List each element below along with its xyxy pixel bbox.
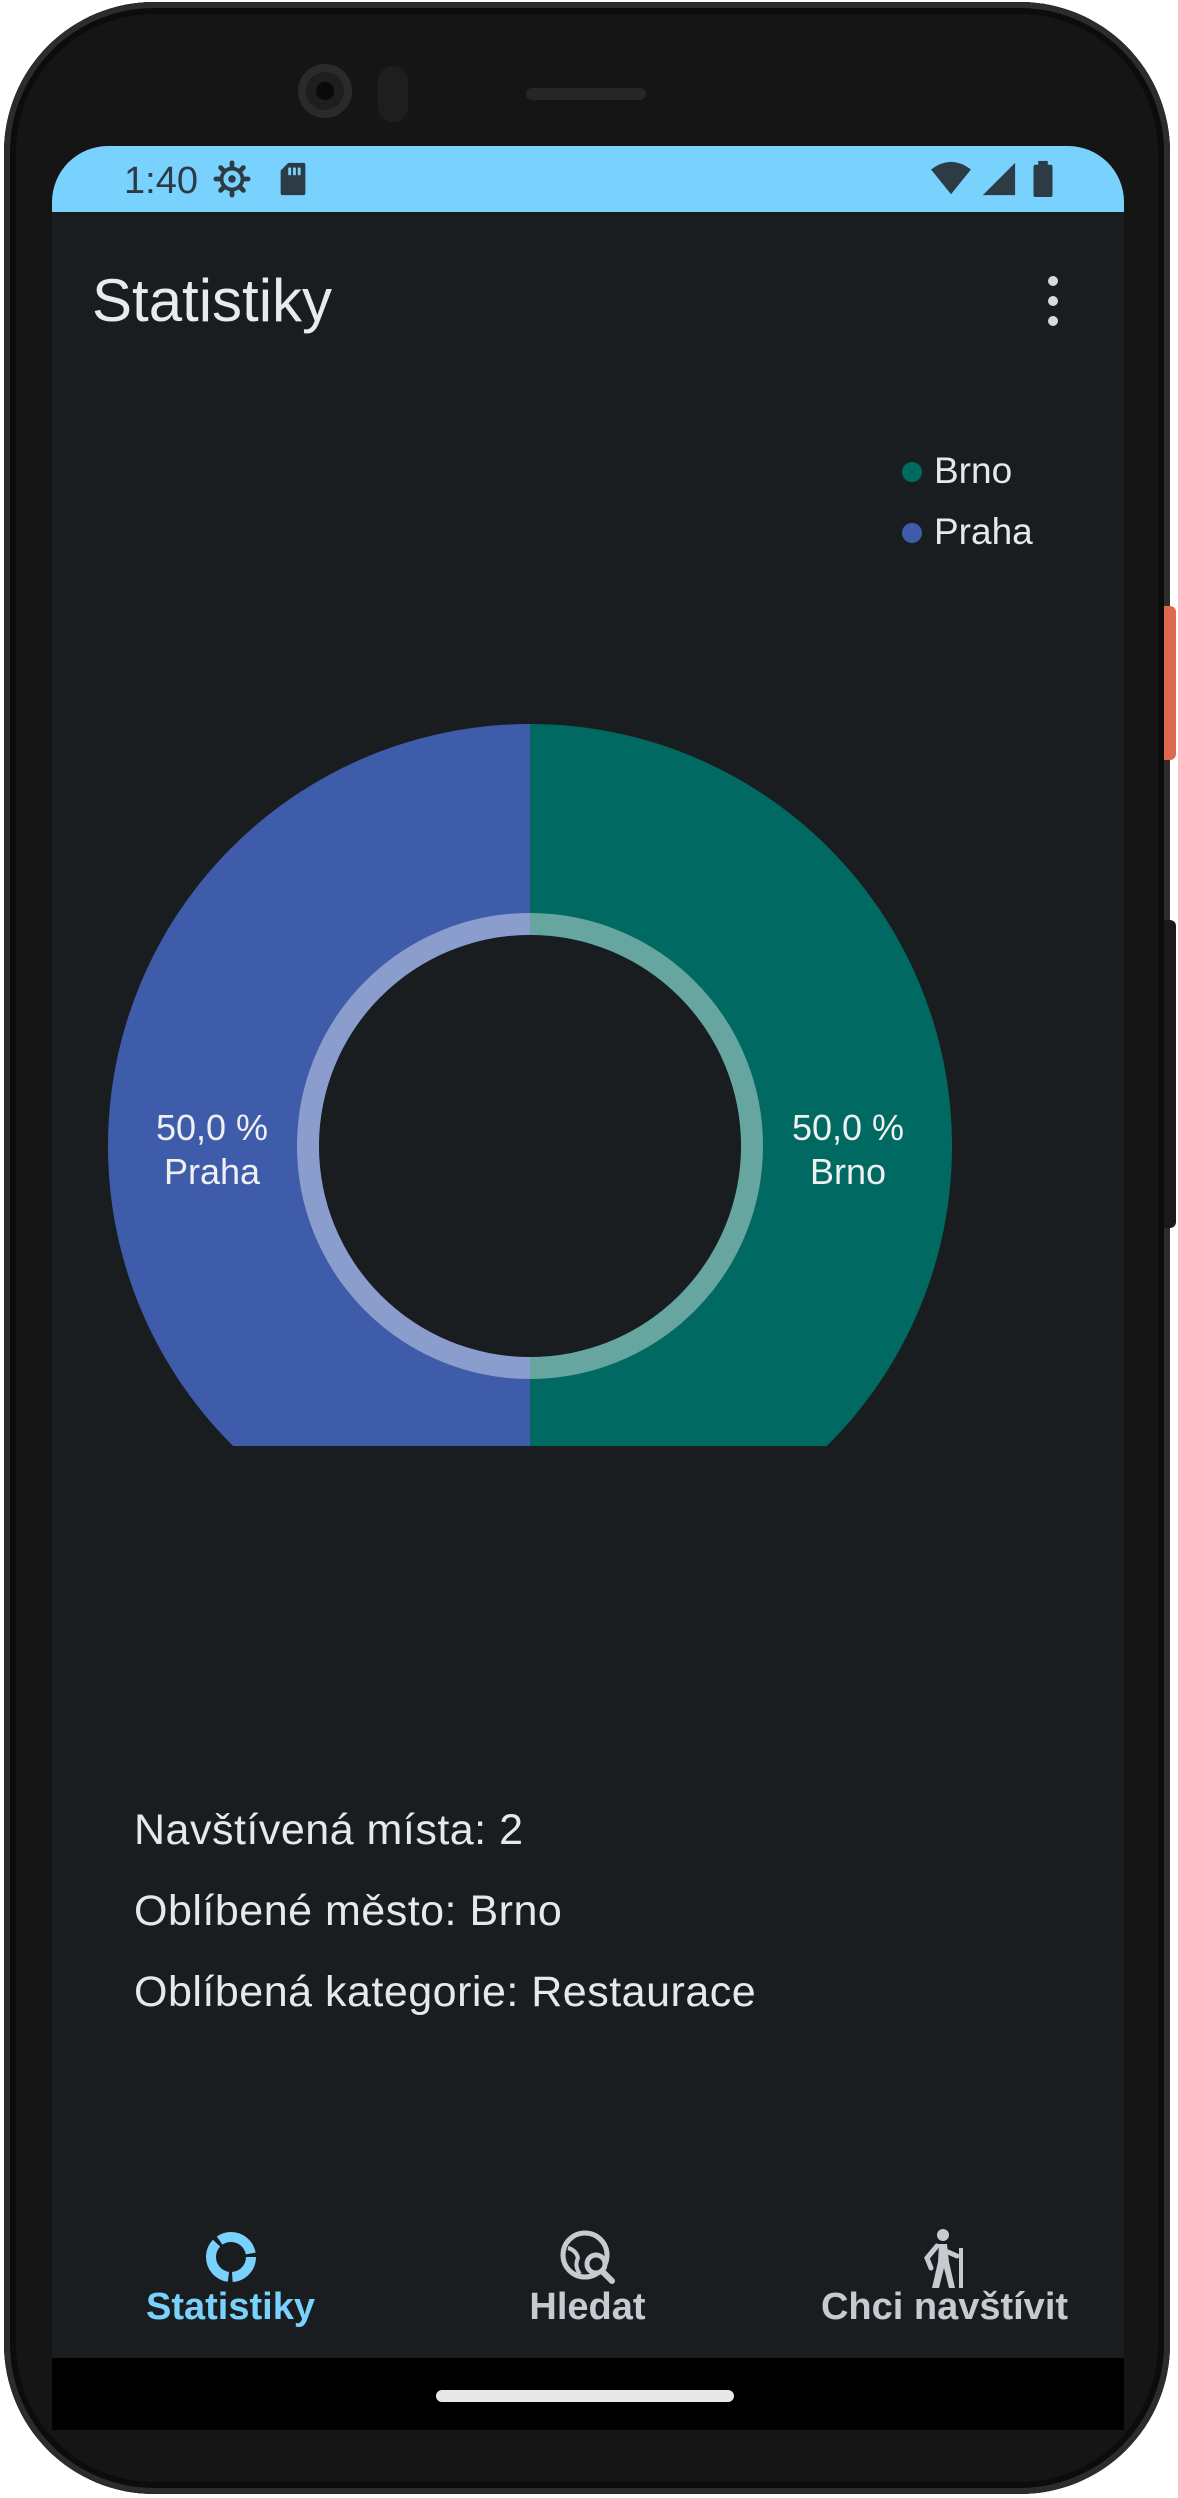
front-camera xyxy=(298,64,352,118)
power-button xyxy=(1164,606,1176,760)
legend-item-praha: Praha xyxy=(902,507,1062,557)
slice-name-label: Praha xyxy=(164,1151,261,1192)
wifi-icon xyxy=(931,161,971,195)
cell-signal-icon xyxy=(982,162,1016,196)
home-gesture-handle[interactable] xyxy=(436,2390,734,2402)
donut-hole xyxy=(319,935,741,1357)
favorite-category: Oblíbená kategorie: Restaurace xyxy=(134,1968,757,2016)
status-bar: 1:40 xyxy=(52,146,1124,212)
nav-item-hledat[interactable]: Hledat xyxy=(409,2186,766,2358)
nav-label: Hledat xyxy=(529,2286,646,2328)
legend-item-brno: Brno xyxy=(902,446,1062,496)
favorite-city: Oblíbené město: Brno xyxy=(134,1887,563,1935)
legend-dot-praha xyxy=(902,523,922,543)
settings-icon xyxy=(213,160,251,198)
travel-explore-icon xyxy=(560,2230,615,2284)
legend-label: Brno xyxy=(934,450,1013,491)
donut-chart-icon xyxy=(205,2232,256,2282)
hiking-icon xyxy=(923,2229,963,2288)
app-screen: 1:40 Statistiky xyxy=(52,146,1124,2358)
earpiece-speaker xyxy=(526,88,646,100)
nav-label: Chci navštívit xyxy=(820,2286,1069,2328)
visited-places-count: Navštívená místa: 2 xyxy=(134,1806,524,1854)
sd-card-icon xyxy=(280,162,306,196)
proximity-sensor xyxy=(378,66,408,122)
nav-item-statistiky[interactable]: Statistiky xyxy=(52,2186,409,2358)
slice-name-label: Brno xyxy=(810,1151,886,1192)
legend-label: Praha xyxy=(934,511,1033,552)
slice-value-label: 50,0 % xyxy=(156,1107,268,1148)
donut-inner-ring xyxy=(297,913,763,1379)
volume-button xyxy=(1164,920,1176,1228)
nav-item-chci-navstivit[interactable]: Chci navštívit xyxy=(766,2186,1123,2358)
bottom-navigation: Statistiky Hledat xyxy=(52,2186,1124,2358)
battery-icon xyxy=(1033,160,1053,198)
nav-label: Statistiky xyxy=(146,2286,315,2328)
status-time: 1:40 xyxy=(124,160,198,202)
legend-dot-brno xyxy=(902,462,922,482)
more-options-icon[interactable] xyxy=(1028,272,1076,332)
slice-value-label: 50,0 % xyxy=(792,1107,904,1148)
page-title: Statistiky xyxy=(92,267,333,334)
